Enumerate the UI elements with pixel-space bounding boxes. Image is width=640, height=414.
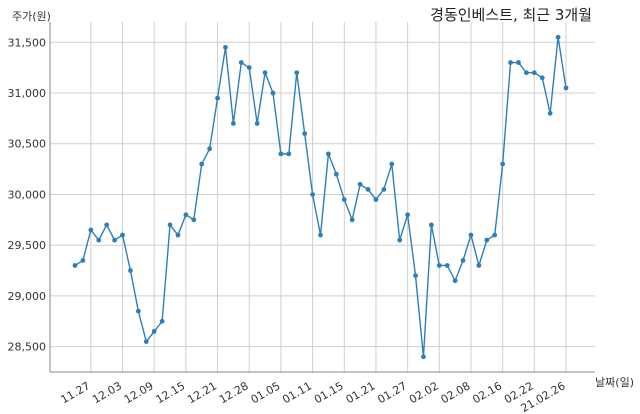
data-point <box>159 318 165 324</box>
y-tick-label: 29,000 <box>8 290 47 303</box>
data-point <box>167 222 173 228</box>
data-point <box>421 354 426 360</box>
data-point <box>357 181 363 187</box>
x-tick-label: 12.21 <box>185 379 219 406</box>
data-point <box>381 186 387 192</box>
data-point <box>254 121 260 126</box>
data-point <box>484 237 490 243</box>
x-tick-label: 11.27 <box>59 379 93 406</box>
data-point <box>373 197 379 202</box>
x-tick-label: 02.16 <box>470 379 504 406</box>
data-point <box>151 329 157 334</box>
data-point <box>286 151 292 157</box>
data-point <box>539 75 545 81</box>
data-point <box>230 121 236 126</box>
data-point <box>508 60 513 65</box>
data-point <box>96 237 102 243</box>
data-point <box>524 70 529 76</box>
y-tick-label: 30,000 <box>8 188 47 201</box>
data-point <box>199 161 205 167</box>
y-tick-label: 28,500 <box>8 341 47 354</box>
data-point <box>215 95 220 101</box>
x-tick-label: 01.27 <box>375 379 409 406</box>
data-point <box>397 237 403 243</box>
data-point <box>531 70 537 76</box>
data-point <box>270 90 276 96</box>
data-point <box>175 232 181 238</box>
data-point <box>104 222 110 228</box>
data-point <box>460 258 466 263</box>
data-point <box>120 232 125 238</box>
data-point <box>294 70 300 76</box>
x-tick-label: 12.28 <box>217 379 251 406</box>
data-point <box>444 263 450 268</box>
data-point <box>500 161 506 167</box>
y-tick-label: 31,000 <box>8 87 47 100</box>
data-point <box>112 237 117 243</box>
data-point <box>80 258 86 263</box>
data-point <box>413 273 418 279</box>
data-point <box>428 222 434 228</box>
x-tick-label: 02.08 <box>439 379 473 406</box>
y-tick-label: 31,500 <box>8 36 47 49</box>
x-tick-label: 12.03 <box>90 379 124 406</box>
data-point <box>349 217 355 223</box>
data-point <box>223 44 228 50</box>
x-tick-label: 01.21 <box>344 379 378 406</box>
y-tick-label: 29,500 <box>8 239 47 252</box>
data-point <box>302 131 308 136</box>
data-point <box>436 263 442 268</box>
data-point <box>238 60 244 65</box>
data-point <box>405 212 411 218</box>
data-point <box>492 232 498 238</box>
data-point <box>310 192 315 197</box>
data-point <box>207 146 213 152</box>
data-point <box>88 227 94 233</box>
data-point <box>516 60 521 65</box>
data-point <box>72 263 78 268</box>
data-point <box>128 268 133 273</box>
data-point <box>183 212 189 218</box>
data-point <box>143 339 149 344</box>
x-tick-label: 12.15 <box>154 379 188 406</box>
data-point <box>555 34 561 40</box>
data-point <box>278 151 284 157</box>
data-point <box>318 232 323 238</box>
data-point <box>341 197 347 202</box>
data-point <box>547 110 553 116</box>
data-point <box>262 70 268 76</box>
data-point <box>246 65 252 71</box>
data-point <box>365 186 371 192</box>
data-point <box>333 171 339 177</box>
x-tick-label: 01.05 <box>249 379 283 406</box>
data-point <box>563 85 569 91</box>
data-point <box>389 161 395 167</box>
data-point <box>191 217 197 223</box>
data-point <box>135 308 141 314</box>
x-axis-label: 날짜(일) <box>595 376 634 389</box>
x-tick-label: 12.09 <box>122 379 156 406</box>
x-tick-label: 01.15 <box>312 379 346 406</box>
x-tick-label: 02.02 <box>407 379 441 406</box>
data-point <box>326 151 331 157</box>
chart-title: 경동인베스트, 최근 3개월 <box>430 6 592 24</box>
data-point <box>468 232 474 238</box>
y-tick-label: 30,500 <box>8 138 47 151</box>
data-point <box>452 278 458 284</box>
y-axis-label: 주가(원) <box>12 10 51 23</box>
x-tick-label: 01.11 <box>280 379 314 406</box>
data-point <box>476 263 482 268</box>
series-line <box>74 37 567 357</box>
